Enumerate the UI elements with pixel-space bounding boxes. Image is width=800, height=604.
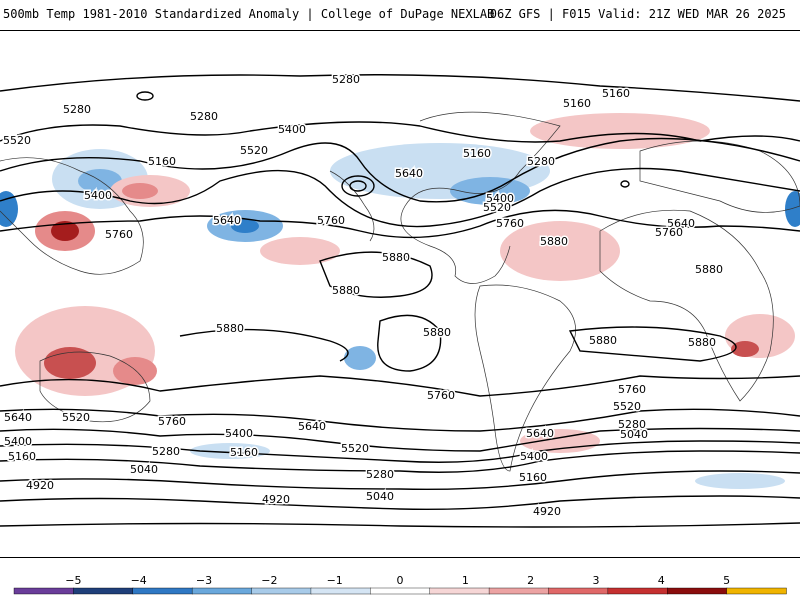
- contour-label: 5760: [618, 383, 646, 396]
- contour-label: 5760: [496, 217, 524, 230]
- contour-label: 5160: [463, 147, 491, 160]
- contour-label: 5160: [563, 97, 591, 110]
- contour-label: 4920: [533, 505, 561, 518]
- anomaly-colorbar: −5 −4 −3 −2 −1 0 1 2 3 4 5: [0, 560, 800, 600]
- contour-label: 5400: [486, 192, 514, 205]
- colorbar-tick-label: 4: [658, 574, 665, 587]
- colorbar-graphic: −5 −4 −3 −2 −1 0 1 2 3 4 5: [13, 574, 787, 595]
- contour-label: 5280: [152, 445, 180, 458]
- contour-label: 5760: [317, 214, 345, 227]
- anomaly-map: 5280 5280 5280 5520 5160 5520 5400 5400 …: [0, 30, 800, 558]
- contour-label: 5880: [332, 284, 360, 297]
- colorbar-tick-label: −2: [261, 574, 277, 587]
- contour-label: 5280: [618, 418, 646, 431]
- contour-label: 5880: [688, 336, 716, 349]
- contour-label: 5160: [148, 155, 176, 168]
- contour-label: 5400: [84, 189, 112, 202]
- contour-label: 5880: [540, 235, 568, 248]
- contour-label: 5640: [526, 427, 554, 440]
- contour-label: 5640: [298, 420, 326, 433]
- colorbar-segment: [607, 587, 668, 595]
- colorbar-segment: [191, 587, 253, 595]
- colorbar-tick-label: 5: [723, 574, 730, 587]
- map-canvas: 5280 5280 5280 5520 5160 5520 5400 5400 …: [0, 72, 800, 528]
- colorbar-tick-label: 1: [462, 574, 469, 587]
- colorbar-segment: [132, 587, 193, 595]
- colorbar-tick-label: 3: [592, 574, 599, 587]
- colorbar-segment: [488, 587, 550, 595]
- contour-label: 5520: [613, 400, 641, 413]
- contour-label: 5640: [395, 167, 423, 180]
- colorbar-segment: [370, 587, 431, 595]
- contour-label: 5520: [483, 201, 511, 214]
- contour-label: 5880: [216, 322, 244, 335]
- contour-label: 5400: [278, 123, 306, 136]
- colorbar-tick-label: −1: [327, 574, 343, 587]
- contour-label: 5640: [213, 214, 241, 227]
- coastlines: [0, 111, 800, 472]
- contour-label: 5760: [105, 228, 133, 241]
- contour-label: 5280: [527, 155, 555, 168]
- contour-label: 5160: [602, 87, 630, 100]
- contour-label: 5640: [4, 411, 32, 424]
- colorbar-segment: [73, 587, 134, 595]
- contour-label: 5280: [332, 73, 360, 86]
- contour-label: 5880: [423, 326, 451, 339]
- colorbar-segment: [548, 587, 609, 595]
- colorbar-tick-label: −3: [196, 574, 212, 587]
- contour-label: 5760: [427, 389, 455, 402]
- contour-label: 5400: [225, 427, 253, 440]
- contour-label: 5280: [190, 110, 218, 123]
- map-title: 500mb Temp 1981-2010 Standardized Anomal…: [3, 7, 495, 21]
- colorbar-tick-label: 0: [397, 574, 404, 587]
- contour-label: 5280: [63, 103, 91, 116]
- contour-label: 5880: [695, 263, 723, 276]
- contour-label: 5520: [3, 134, 31, 147]
- colorbar-segment: [251, 587, 312, 595]
- height-contours: [0, 74, 800, 528]
- colorbar-segment: [429, 587, 490, 595]
- contour-label: 4920: [26, 479, 54, 492]
- colorbar-segment: [13, 587, 75, 595]
- contour-label: 5520: [62, 411, 90, 424]
- colorbar-tick-label: −4: [131, 574, 147, 587]
- colorbar-tick-label: −5: [65, 574, 81, 587]
- contour-label: 5040: [620, 428, 648, 441]
- contour-label: 5160: [8, 450, 36, 463]
- contour-label: 5040: [366, 490, 394, 503]
- model-run-label: 06Z GFS | F015 Valid: 21Z WED MAR 26 202…: [489, 7, 786, 21]
- contour-label: 5760: [655, 226, 683, 239]
- contour-label: 5760: [158, 415, 186, 428]
- contour-label: 5520: [341, 442, 369, 455]
- anomaly-shading: [0, 113, 800, 489]
- contour-label: 5640: [667, 217, 695, 230]
- contour-label: 5280: [366, 468, 394, 481]
- colorbar-segment: [667, 587, 728, 595]
- contour-labels: 5280 5280 5280 5520 5160 5520 5400 5400 …: [2, 72, 725, 520]
- contour-label: 5520: [240, 144, 268, 157]
- contour-label: 5880: [382, 251, 410, 264]
- contour-label: 5400: [520, 450, 548, 463]
- contour-label: 5160: [519, 471, 547, 484]
- colorbar-segment: [310, 587, 372, 595]
- contour-label: 5400: [4, 435, 32, 448]
- contour-label: 5880: [589, 334, 617, 347]
- colorbar-tick-label: 2: [527, 574, 534, 587]
- header: 500mb Temp 1981-2010 Standardized Anomal…: [0, 0, 800, 30]
- contour-label: 4920: [262, 493, 290, 506]
- colorbar-segment: [726, 587, 787, 595]
- contour-label: 5040: [130, 463, 158, 476]
- contour-label: 5160: [230, 446, 258, 459]
